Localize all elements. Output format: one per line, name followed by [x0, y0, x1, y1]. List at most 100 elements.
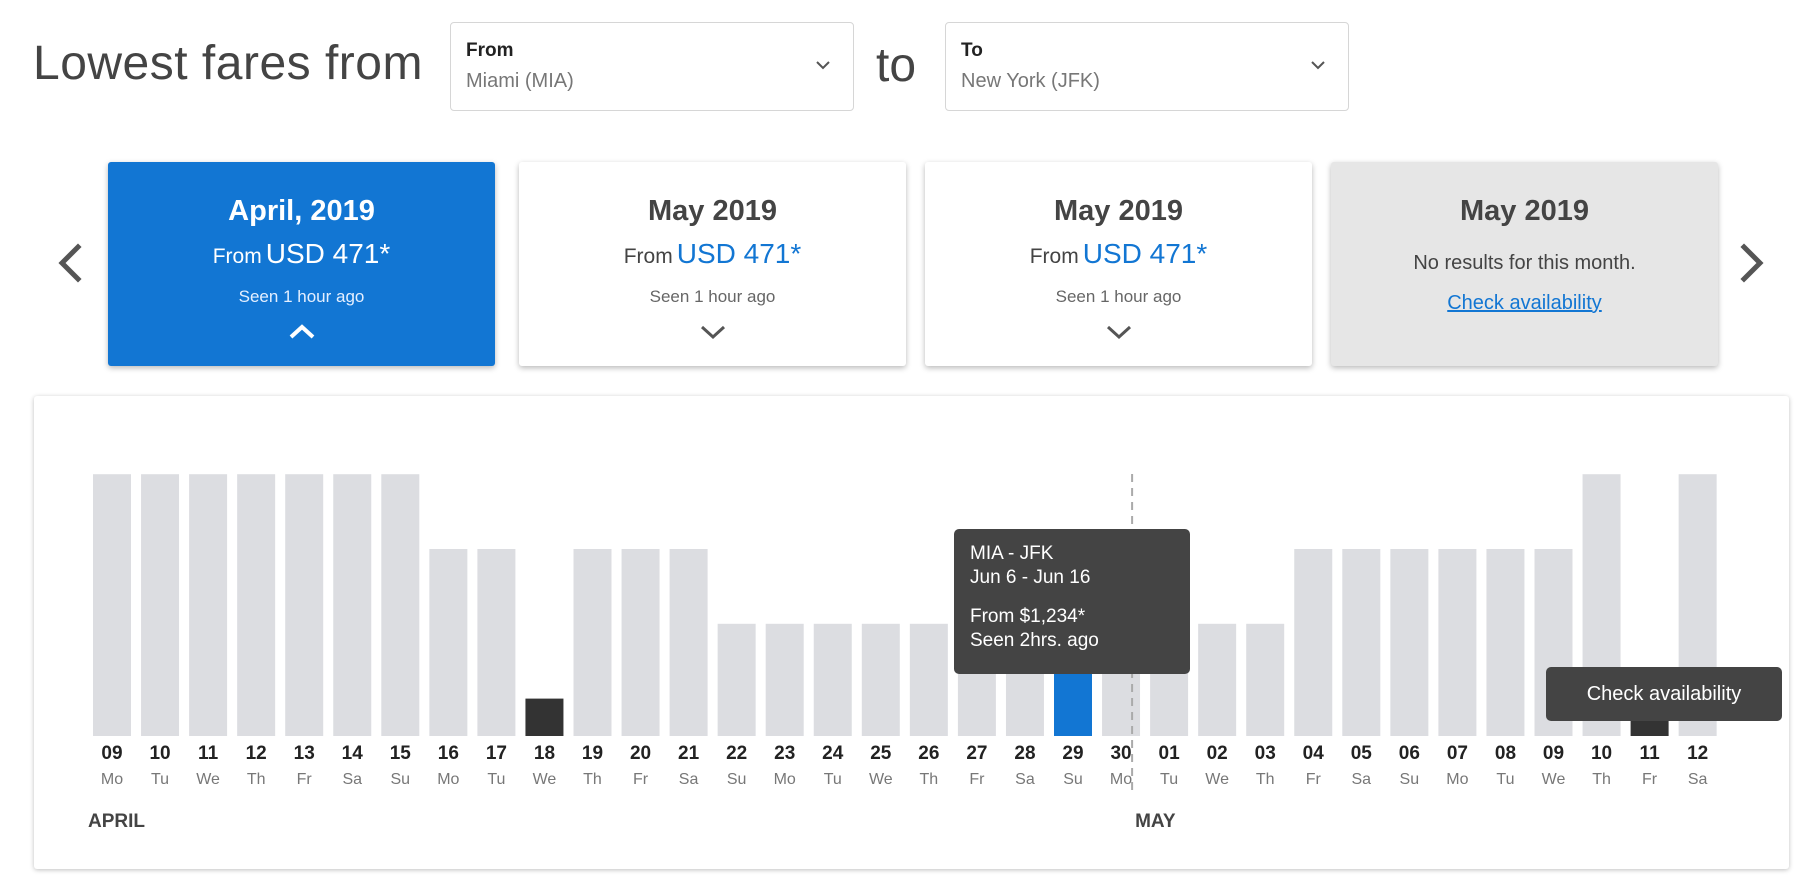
fare-bar[interactable]	[333, 474, 372, 736]
weekday-tick-label: Th	[920, 771, 939, 788]
no-results-text: No results for this month.	[1413, 252, 1636, 274]
day-tick-label: 09	[101, 743, 122, 764]
page-title: Lowest fares from	[33, 37, 423, 90]
chevron-down-icon	[1311, 61, 1325, 70]
fare-tooltip: MIA - JFK Jun 6 - Jun 16 From $1,234* Se…	[954, 529, 1190, 674]
day-tick-label: 13	[294, 743, 315, 764]
fare-bar[interactable]	[285, 474, 324, 736]
day-tick-label: 11	[1640, 743, 1661, 764]
weekday-tick-label: Fr	[969, 771, 985, 788]
day-tick-label: 04	[1303, 743, 1325, 764]
day-tick-label: 08	[1495, 743, 1516, 764]
fare-bar[interactable]	[1390, 549, 1429, 736]
fare-bar[interactable]	[1246, 623, 1285, 736]
month-card-april[interactable]: April, 2019 From USD 471* Seen 1 hour ago	[108, 162, 495, 366]
weekday-tick-label: Th	[1592, 771, 1611, 788]
day-tick-label: 06	[1399, 743, 1420, 764]
month-card-seen: Seen 1 hour ago	[649, 287, 776, 306]
chevron-up-icon[interactable]	[287, 320, 317, 344]
weekday-tick-label: Mo	[101, 771, 123, 788]
fare-bar[interactable]	[525, 698, 564, 736]
fare-bar[interactable]	[669, 549, 708, 736]
fare-bar[interactable]	[1294, 549, 1333, 736]
fare-bar[interactable]	[861, 623, 900, 736]
fare-bar[interactable]	[621, 549, 660, 736]
weekday-tick-label: Su	[391, 771, 411, 788]
fare-bar[interactable]	[477, 549, 516, 736]
month-card-price: From USD 471*	[1029, 238, 1208, 269]
weekday-tick-label: We	[869, 771, 893, 788]
day-tick-label: 17	[486, 743, 507, 764]
check-availability-link[interactable]: Check availability	[1447, 292, 1602, 314]
day-tick-label: 23	[774, 743, 795, 764]
check-availability-tooltip[interactable]: Check availability	[1546, 667, 1782, 721]
to-label: to	[876, 39, 917, 92]
month-card-title: May 2019	[1054, 195, 1183, 227]
weekday-tick-label: Sa	[1688, 771, 1708, 788]
day-tick-label: 01	[1159, 743, 1181, 764]
tooltip-price: From $1,234*	[970, 606, 1086, 627]
weekday-tick-label: Mo	[437, 771, 459, 788]
weekday-tick-label: Su	[727, 771, 747, 788]
day-tick-label: 03	[1255, 743, 1276, 764]
month-card-may-2[interactable]: May 2019 From USD 471* Seen 1 hour ago	[925, 162, 1312, 366]
to-select[interactable]: To New York (JFK)	[945, 22, 1349, 111]
weekday-tick-label: We	[196, 771, 220, 788]
tooltip-dates: Jun 6 - Jun 16	[970, 567, 1091, 588]
chevron-down-icon[interactable]	[1104, 320, 1134, 344]
day-tick-label: 14	[342, 743, 364, 764]
weekday-tick-label: Sa	[1015, 771, 1035, 788]
month-label: APRIL	[88, 811, 145, 832]
weekday-tick-label: Mo	[774, 771, 796, 788]
weekday-tick-label: Sa	[679, 771, 699, 788]
day-tick-label: 26	[918, 743, 939, 764]
weekday-tick-label: Fr	[633, 771, 649, 788]
chevron-left-icon[interactable]	[50, 238, 90, 288]
fare-bar[interactable]	[429, 549, 468, 736]
weekday-tick-label: Sa	[1352, 771, 1372, 788]
day-tick-label: 18	[534, 743, 555, 764]
day-tick-label: 15	[390, 743, 412, 764]
fare-bar[interactable]	[93, 474, 131, 736]
weekday-tick-label: Fr	[297, 771, 313, 788]
from-select[interactable]: From Miami (MIA)	[450, 22, 854, 111]
fare-bar[interactable]	[1342, 549, 1381, 736]
to-select-label: To	[961, 40, 983, 61]
day-tick-label: 02	[1207, 743, 1228, 764]
fare-bar[interactable]	[1486, 549, 1525, 736]
weekday-tick-label: Tu	[1160, 771, 1178, 788]
from-select-value: Miami (MIA)	[466, 70, 574, 92]
day-tick-label: 11	[198, 743, 219, 764]
fare-bar[interactable]	[381, 474, 420, 736]
fare-bar[interactable]	[573, 549, 612, 736]
day-tick-label: 20	[630, 743, 651, 764]
weekday-tick-label: Sa	[342, 771, 362, 788]
fare-bar[interactable]	[1198, 623, 1237, 736]
fare-bar[interactable]	[717, 623, 756, 736]
fare-bar[interactable]	[141, 474, 180, 736]
month-card-may-3: May 2019 No results for this month. Chec…	[1331, 162, 1718, 366]
fare-bar[interactable]	[189, 474, 228, 736]
weekday-tick-label: Th	[583, 771, 602, 788]
month-card-may-1[interactable]: May 2019 From USD 471* Seen 1 hour ago	[519, 162, 906, 366]
month-card-title: April, 2019	[228, 195, 375, 227]
weekday-tick-label: Tu	[824, 771, 842, 788]
month-card-seen: Seen 1 hour ago	[238, 287, 365, 306]
chevron-down-icon[interactable]	[698, 320, 728, 344]
fare-bar[interactable]	[1438, 549, 1477, 736]
day-tick-label: 19	[582, 743, 603, 764]
day-tick-label: 09	[1543, 743, 1564, 764]
chevron-right-icon[interactable]	[1732, 238, 1772, 288]
fare-bar[interactable]	[909, 623, 948, 736]
tooltip-seen: Seen 2hrs. ago	[970, 630, 1099, 651]
fare-bar[interactable]	[237, 474, 276, 736]
day-tick-label: 10	[1591, 743, 1612, 764]
chevron-down-icon	[816, 61, 830, 70]
weekday-tick-label: Mo	[1110, 771, 1132, 788]
day-tick-label: 25	[870, 743, 892, 764]
weekday-tick-label: Tu	[151, 771, 169, 788]
weekday-tick-label: Fr	[1306, 771, 1322, 788]
fare-bar[interactable]	[813, 623, 852, 736]
month-card-title: May 2019	[1460, 195, 1589, 227]
fare-bar[interactable]	[765, 623, 804, 736]
